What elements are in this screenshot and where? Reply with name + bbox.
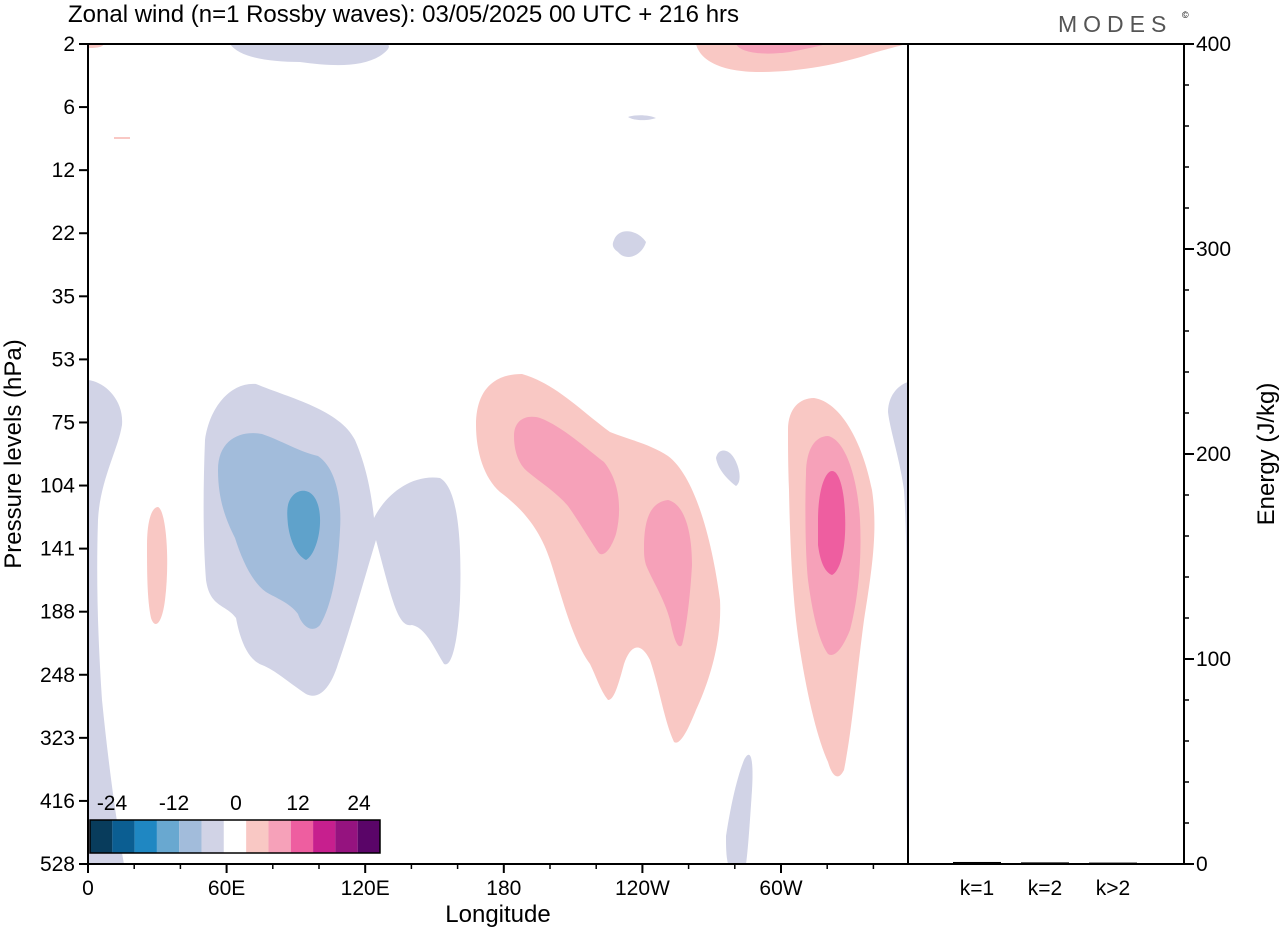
contour-pos-mid-a2 (644, 500, 692, 647)
energy-tick-label: 100 (1196, 648, 1231, 671)
contour-neg-small-3 (716, 450, 740, 486)
y-tick-label: 248 (40, 664, 75, 687)
contour-neg-small-1 (628, 115, 656, 121)
x-tick-label: 60W (759, 877, 802, 900)
energy-tick-label: 200 (1196, 443, 1231, 466)
energy-category-label: k>2 (1096, 877, 1130, 900)
colorbar-swatch (134, 820, 157, 853)
contour-pos-speck (114, 137, 130, 139)
y-tick-label: 12 (52, 159, 75, 182)
colorbar-swatch (290, 820, 314, 853)
contour-neg-core (287, 490, 321, 560)
colorbar-label: 0 (230, 792, 242, 815)
y-tick-label: 416 (40, 790, 75, 813)
y-tick-label: 75 (52, 411, 75, 434)
y-tick-label: 53 (52, 348, 75, 371)
y-axis-label: Pressure levels (hPa) (0, 339, 27, 568)
x-tick-label: 180 (486, 877, 521, 900)
contour-neg-small-2 (612, 231, 646, 257)
y-tick-label: 2 (63, 33, 75, 56)
energy-tick-label: 0 (1196, 853, 1208, 876)
y-tick-label: 323 (40, 727, 75, 750)
y-tick-label: 141 (40, 538, 75, 561)
contour-pos-mid-a1 (514, 416, 620, 555)
colorbar-label: -12 (159, 792, 189, 815)
colorbar-swatch (179, 820, 202, 853)
colorbar-label: 24 (347, 792, 371, 815)
colorbar-swatch (156, 820, 180, 853)
contour-neg-right-edge (888, 382, 908, 864)
x-axis-label: Longitude (445, 901, 550, 928)
colorbar-swatch (90, 820, 113, 853)
x-tick-label: 120W (615, 877, 670, 900)
energy-axis-label: Energy (J/kg) (1253, 383, 1280, 526)
chart-title: Zonal wind (n=1 Rossby waves): 03/05/202… (68, 1, 739, 28)
colorbar-frame (89, 819, 381, 854)
contour-neg-top (230, 44, 389, 66)
energy-category-label: k=1 (960, 877, 994, 900)
colorbar-swatch (223, 820, 247, 853)
y-tick-label: 104 (40, 475, 75, 498)
x-tick-label: 0 (82, 877, 94, 900)
colorbar: -24 -12 0 12 24 (89, 792, 381, 854)
contour-neg-mid (218, 433, 341, 629)
energy-axis-ticks: 0 100 200 300 400 (1184, 33, 1231, 876)
energy-bar-k>2 (1089, 862, 1137, 865)
y-axis-ticks: 2 6 12 22 35 53 75 104 141 188 248 323 416 528 (40, 33, 88, 876)
y-tick-label: 35 (52, 285, 75, 308)
colorbar-label: -24 (97, 792, 128, 815)
colorbar-swatch (246, 820, 269, 853)
main-plot-frame (87, 43, 909, 865)
colorbar-swatch (313, 820, 336, 853)
contour-pos-small (147, 507, 168, 624)
energy-category-label: k=2 (1028, 877, 1062, 900)
x-axis-ticks: 0 60E 120E 180 120W 60W (82, 864, 875, 900)
energy-bar-k=1 (953, 861, 1001, 864)
y-tick-label: 528 (40, 853, 75, 876)
colorbar-swatch (112, 820, 135, 853)
colorbar-swatch (335, 820, 358, 853)
logo-mark: © (1182, 10, 1189, 20)
y-tick-label: 6 (63, 96, 75, 119)
energy-bar-k=2 (1021, 862, 1069, 865)
energy-tick-label: 400 (1196, 33, 1231, 56)
contour-pos-top-inner (736, 44, 826, 54)
colorbar-label: 12 (286, 792, 309, 815)
contour-neg-bottom (726, 754, 753, 864)
contour-field (88, 44, 908, 864)
contour-neg-left-edge (88, 380, 124, 864)
colorbar-swatch (357, 820, 380, 853)
modes-logo: MODES (1058, 11, 1172, 37)
y-tick-label: 22 (52, 222, 75, 245)
energy-tick-label: 300 (1196, 238, 1231, 261)
energy-bars: k=1 k=2 k>2 (953, 861, 1137, 900)
x-tick-label: 120E (341, 877, 390, 900)
x-tick-label: 60E (208, 877, 245, 900)
contour-pos-core-b (818, 471, 846, 575)
colorbar-swatch (268, 820, 291, 853)
colorbar-swatch (201, 820, 224, 853)
y-tick-label: 188 (40, 601, 75, 624)
